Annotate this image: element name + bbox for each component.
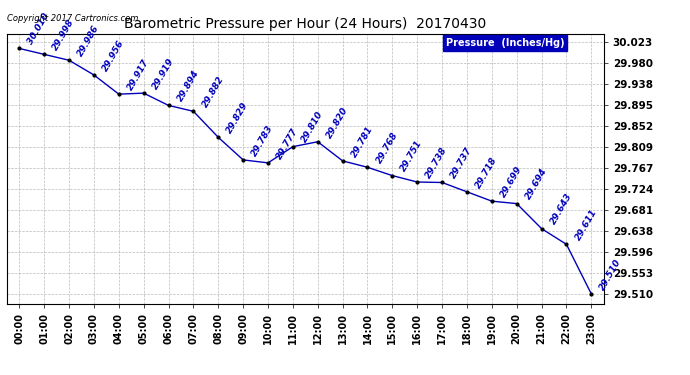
Text: 29.783: 29.783	[250, 123, 275, 158]
Text: 29.781: 29.781	[350, 124, 375, 159]
Text: 29.699: 29.699	[499, 165, 524, 199]
Text: 29.919: 29.919	[150, 57, 176, 91]
Text: 29.882: 29.882	[200, 75, 226, 109]
Text: 29.986: 29.986	[76, 24, 101, 58]
Text: 29.829: 29.829	[225, 100, 250, 135]
Text: 29.768: 29.768	[375, 130, 400, 165]
Text: 29.611: 29.611	[573, 208, 598, 242]
Text: 29.917: 29.917	[126, 57, 151, 92]
Text: 29.998: 29.998	[51, 18, 77, 52]
Text: 29.751: 29.751	[400, 139, 424, 174]
Text: 29.738: 29.738	[424, 146, 449, 180]
Text: 29.894: 29.894	[175, 69, 201, 103]
Text: 29.643: 29.643	[549, 192, 573, 226]
Text: 29.820: 29.820	[325, 105, 350, 140]
Text: 29.737: 29.737	[449, 146, 474, 180]
Text: 29.510: 29.510	[598, 257, 623, 292]
Text: 30.010: 30.010	[26, 12, 51, 46]
Text: 29.810: 29.810	[300, 110, 325, 144]
Text: 29.777: 29.777	[275, 126, 300, 161]
Text: 29.694: 29.694	[524, 167, 549, 201]
Text: Pressure  (Inches/Hg): Pressure (Inches/Hg)	[446, 38, 564, 48]
Text: 29.718: 29.718	[474, 155, 499, 190]
Text: Copyright 2017 Cartronics.com: Copyright 2017 Cartronics.com	[7, 14, 138, 23]
Text: 29.956: 29.956	[101, 38, 126, 73]
Title: Barometric Pressure per Hour (24 Hours)  20170430: Barometric Pressure per Hour (24 Hours) …	[124, 17, 486, 31]
